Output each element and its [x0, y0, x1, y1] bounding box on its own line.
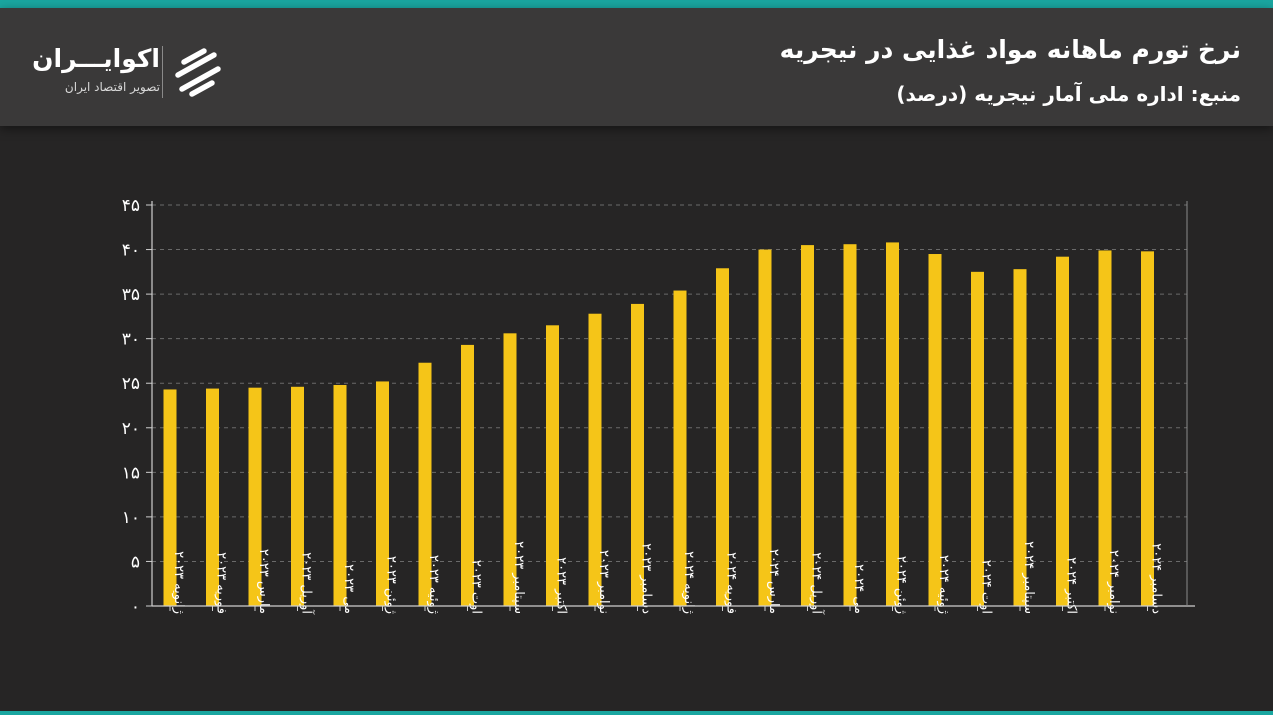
bar	[418, 362, 432, 606]
logo-name: اکوایـــران	[32, 44, 160, 73]
ecoiran-logo-icon	[175, 48, 221, 97]
y-tick-label: ۱۵	[122, 463, 140, 483]
bar	[291, 386, 304, 606]
brand-logo: اکوایـــران تصویر اقتصاد ایران	[32, 40, 230, 104]
bar	[588, 313, 602, 606]
top-accent-strip	[0, 0, 1273, 8]
y-tick-label: ۲۵	[122, 374, 140, 394]
x-tick-label: می ۲۰۲۴	[851, 564, 866, 614]
x-tick-label: اکتبر ۲۰۲۴	[1064, 557, 1079, 614]
bar	[758, 249, 772, 607]
x-tick-label: ژوئیه ۲۰۲۴	[936, 555, 951, 614]
x-tick-label: اکتبر ۲۰۲۳	[554, 557, 569, 614]
y-tick-label: ۳۰	[122, 330, 140, 350]
bar	[843, 244, 857, 606]
bar	[1098, 250, 1112, 606]
logo-divider	[162, 46, 163, 98]
bar	[206, 388, 219, 606]
x-tick-label: سپتامبر ۲۰۲۴	[1021, 541, 1036, 614]
y-tick-label: ۳۵	[122, 285, 140, 305]
y-tick-label: ۴۵	[122, 196, 140, 216]
x-tick-label: فوریه ۲۰۲۴	[724, 552, 739, 614]
bar	[546, 325, 559, 606]
x-tick-label: دسامبر ۲۰۲۴	[1149, 543, 1164, 614]
x-tick-label: می ۲۰۲۳	[341, 564, 356, 614]
bar	[673, 290, 687, 606]
bar	[928, 254, 942, 606]
food-inflation-bar-chart: ۰ ۵ ۱۰ ۱۵ ۲۰ ۲۵ ۳۰ ۳۵ ۴۰ ۴۵ ژانویه ۲۰۲۳ فوریه ۲۰۲۳…	[122, 196, 1195, 617]
bar	[333, 385, 347, 606]
x-tick-label: مارس ۲۰۲۳	[256, 549, 271, 614]
bar	[248, 387, 262, 606]
chart-header: نرخ تورم ماهانه مواد غذایی در نیجریه منب…	[0, 8, 1273, 126]
x-tick-label: اوت ۲۰۲۳	[469, 560, 484, 614]
bar	[801, 245, 814, 606]
chart-source: منبع: اداره ملی آمار نیجریه (درصد)	[896, 82, 1241, 106]
y-tick-label: ۴۰	[122, 241, 140, 261]
x-tick-label: آوریل ۲۰۲۳	[299, 552, 316, 615]
x-tick-label: ژانویه ۲۰۲۴	[681, 551, 696, 614]
bar	[1141, 251, 1154, 606]
bar	[461, 344, 474, 606]
x-tick-label: نوامبر ۲۰۲۴	[1106, 550, 1121, 614]
x-tick-label: ژانویه ۲۰۲۳	[171, 551, 186, 614]
logo-tagline: تصویر اقتصاد ایران	[64, 80, 160, 94]
x-tick-label: نوامبر ۲۰۲۳	[596, 550, 611, 614]
x-tick-label: مارس ۲۰۲۴	[766, 549, 781, 614]
bar	[631, 303, 644, 606]
y-tick-label: ۰	[131, 597, 140, 617]
bottom-accent-strip	[0, 711, 1273, 715]
x-tick-label: دسامبر ۲۰۲۳	[639, 543, 654, 614]
bar	[886, 242, 899, 606]
x-tick-label: اوت ۲۰۲۴	[979, 560, 994, 614]
x-tick-label: ژوئن ۲۰۲۳	[384, 556, 399, 614]
bar	[1013, 269, 1027, 606]
bar	[376, 381, 389, 606]
bar	[503, 333, 517, 606]
y-tick-label: ۱۰	[122, 508, 140, 528]
x-tick-label: ژوئیه ۲۰۲۳	[426, 555, 441, 614]
y-tick-label: ۲۰	[122, 419, 140, 439]
y-tick-label: ۵	[131, 552, 140, 572]
chart-title: نرخ تورم ماهانه مواد غذایی در نیجریه	[779, 35, 1241, 64]
bar	[971, 271, 984, 606]
bar	[1056, 256, 1069, 606]
bar	[163, 389, 177, 606]
x-tick-label: فوریه ۲۰۲۳	[214, 552, 229, 614]
x-tick-label: ژوئن ۲۰۲۴	[894, 556, 909, 614]
x-tick-label: سپتامبر ۲۰۲۳	[511, 541, 526, 614]
x-tick-label: آوریل ۲۰۲۴	[809, 552, 826, 615]
bar	[716, 268, 729, 606]
